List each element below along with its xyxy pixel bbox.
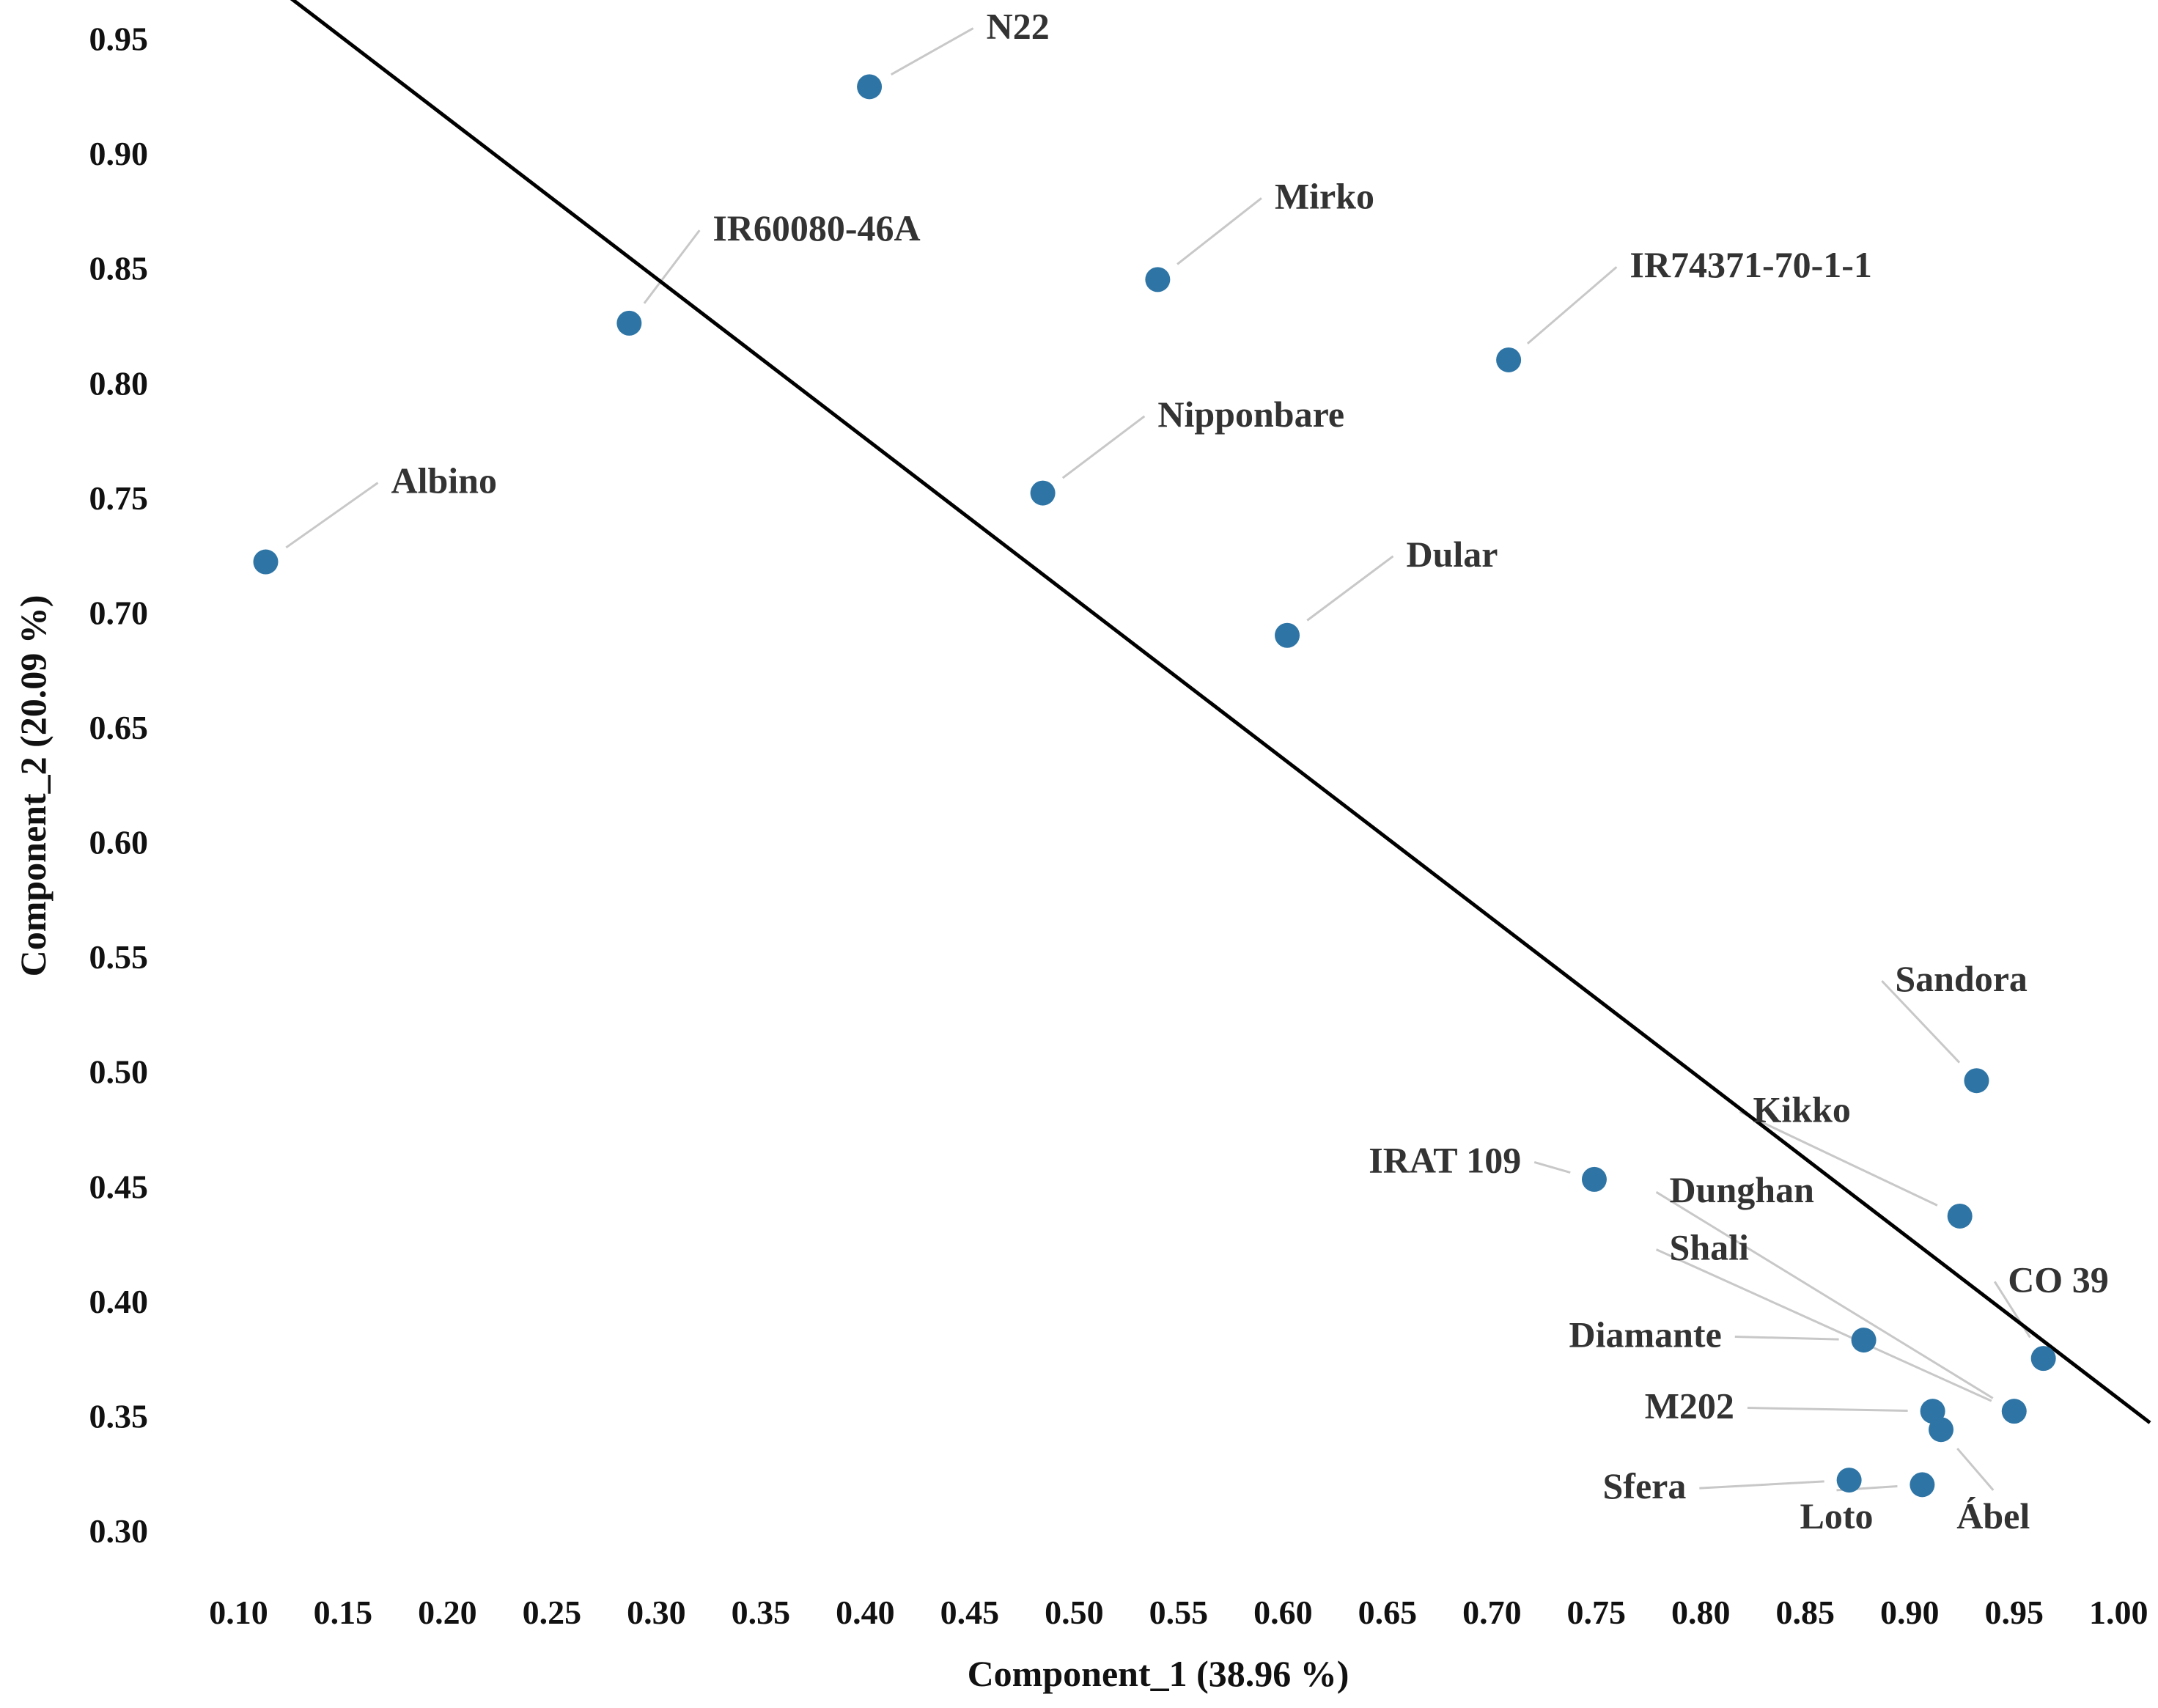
- x-tick-label: 0.15: [314, 1594, 373, 1631]
- y-tick-label: 0.45: [89, 1168, 149, 1205]
- y-tick-label: 0.50: [89, 1053, 149, 1091]
- point-label: IRAT 109: [1369, 1139, 1521, 1180]
- y-tick-label: 0.90: [89, 135, 149, 172]
- x-tick-label: 0.40: [836, 1594, 895, 1631]
- label-leader-lines: [285, 27, 2031, 1492]
- x-tick-label: 0.90: [1880, 1594, 1940, 1631]
- y-tick-label: 0.95: [89, 21, 149, 58]
- point-label: M202: [1645, 1385, 1734, 1427]
- data-point: [253, 549, 279, 575]
- y-tick-label: 0.80: [89, 364, 149, 402]
- leader-line: [1526, 266, 1618, 345]
- x-axis-ticks: 0.10 0.15 0.20 0.25 0.30 0.35 0.40 0.45 0.50 0.55…: [209, 1594, 2148, 1631]
- leader-line: [285, 482, 379, 549]
- point-label: Dunghan: [1670, 1169, 1815, 1210]
- leader-line: [1176, 197, 1262, 265]
- data-point: [1947, 1203, 1973, 1229]
- leader-line: [1734, 1335, 1839, 1341]
- y-tick-label: 0.35: [89, 1397, 149, 1435]
- x-tick-label: 0.75: [1567, 1594, 1627, 1631]
- leader-line: [1956, 1447, 1995, 1491]
- y-tick-label: 0.40: [89, 1283, 149, 1320]
- point-label: Mirko: [1275, 175, 1374, 216]
- x-tick-label: 0.60: [1253, 1594, 1313, 1631]
- x-tick-label: 0.30: [627, 1594, 686, 1631]
- point-labels: N22 Mirko IR60080-46A IR74371-70-1-1 Nipponb…: [391, 6, 2108, 1536]
- leader-line: [1533, 1161, 1571, 1174]
- point-label: Sandora: [1895, 958, 2028, 999]
- x-tick-label: 0.95: [1985, 1594, 2044, 1631]
- point-label: Shali: [1670, 1226, 1750, 1267]
- x-tick-label: 0.20: [418, 1594, 477, 1631]
- data-point: [1910, 1472, 1935, 1498]
- data-point: [1496, 347, 1522, 372]
- y-tick-label: 0.60: [89, 824, 149, 861]
- x-tick-label: 1.00: [2089, 1594, 2148, 1631]
- y-tick-label: 0.85: [89, 250, 149, 287]
- point-label: IR74371-70-1-1: [1629, 244, 1872, 285]
- data-points: [253, 74, 2056, 1498]
- data-point: [616, 310, 642, 336]
- leader-line: [1655, 1190, 1994, 1399]
- y-axis-title: Component_2 (20.09 %): [12, 595, 54, 977]
- x-tick-label: 0.80: [1671, 1594, 1731, 1631]
- data-point: [2001, 1399, 2027, 1424]
- x-axis-title: Component_1 (38.96 %): [968, 1653, 1349, 1694]
- leader-line: [1739, 1111, 1938, 1207]
- leader-line: [643, 229, 701, 304]
- point-label: CO 39: [2008, 1259, 2109, 1300]
- x-tick-label: 0.50: [1045, 1594, 1104, 1631]
- leader-line: [1881, 980, 1961, 1064]
- y-tick-label: 0.70: [89, 594, 149, 631]
- leader-line: [1655, 1248, 1992, 1402]
- x-tick-label: 0.25: [523, 1594, 582, 1631]
- y-tick-label: 0.30: [89, 1512, 149, 1550]
- point-label: Ábel: [1956, 1495, 2030, 1536]
- point-label: Loto: [1800, 1495, 1874, 1536]
- data-point: [2030, 1346, 2056, 1372]
- point-label: Albino: [391, 460, 497, 501]
- data-point: [1964, 1068, 1989, 1094]
- point-label: Kikko: [1753, 1089, 1851, 1130]
- leader-line: [890, 27, 974, 76]
- y-axis-ticks: 0.30 0.35 0.40 0.45 0.50 0.55 0.60 0.65 0.70 0.75…: [89, 21, 149, 1550]
- data-point: [1145, 267, 1171, 292]
- x-tick-label: 0.10: [209, 1594, 268, 1631]
- y-tick-label: 0.55: [89, 938, 149, 976]
- data-point: [857, 74, 883, 100]
- point-label: Diamante: [1569, 1314, 1721, 1355]
- point-label: Sfera: [1603, 1465, 1687, 1506]
- leader-line: [1306, 555, 1394, 622]
- y-tick-label: 0.75: [89, 479, 149, 517]
- x-tick-label: 0.70: [1462, 1594, 1522, 1631]
- point-label: IR60080-46A: [712, 207, 920, 249]
- data-point: [1275, 622, 1300, 648]
- x-tick-label: 0.45: [940, 1594, 1000, 1631]
- data-point: [1581, 1166, 1607, 1192]
- x-tick-label: 0.85: [1776, 1594, 1835, 1631]
- point-label: N22: [987, 6, 1050, 47]
- reference-line: [290, 0, 2151, 1424]
- leader-line: [1061, 415, 1146, 479]
- point-label: Nipponbare: [1157, 394, 1344, 435]
- point-label: Dular: [1406, 534, 1498, 575]
- data-point: [1030, 480, 1056, 506]
- y-tick-label: 0.65: [89, 709, 149, 746]
- data-point: [1836, 1468, 1862, 1493]
- data-point: [1851, 1328, 1877, 1353]
- x-tick-label: 0.35: [732, 1594, 791, 1631]
- x-tick-label: 0.55: [1149, 1594, 1209, 1631]
- leader-line: [1747, 1407, 1908, 1413]
- x-tick-label: 0.65: [1358, 1594, 1418, 1631]
- leader-line: [1699, 1480, 1824, 1490]
- data-point: [1929, 1417, 1954, 1443]
